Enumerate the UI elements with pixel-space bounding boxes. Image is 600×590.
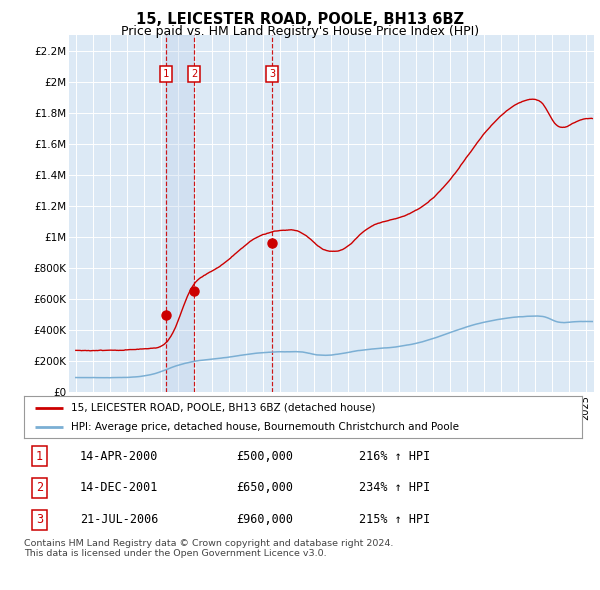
Text: 216% ↑ HPI: 216% ↑ HPI <box>359 450 430 463</box>
Text: £650,000: £650,000 <box>236 481 293 494</box>
Text: £500,000: £500,000 <box>236 450 293 463</box>
Text: 14-APR-2000: 14-APR-2000 <box>80 450 158 463</box>
Text: 3: 3 <box>36 513 43 526</box>
Text: 15, LEICESTER ROAD, POOLE, BH13 6BZ (detached house): 15, LEICESTER ROAD, POOLE, BH13 6BZ (det… <box>71 402 376 412</box>
Text: 14-DEC-2001: 14-DEC-2001 <box>80 481 158 494</box>
Text: 1: 1 <box>163 69 169 79</box>
Text: 21-JUL-2006: 21-JUL-2006 <box>80 513 158 526</box>
Text: 234% ↑ HPI: 234% ↑ HPI <box>359 481 430 494</box>
Bar <box>166 35 194 392</box>
Text: Price paid vs. HM Land Registry's House Price Index (HPI): Price paid vs. HM Land Registry's House … <box>121 25 479 38</box>
Text: 15, LEICESTER ROAD, POOLE, BH13 6BZ: 15, LEICESTER ROAD, POOLE, BH13 6BZ <box>136 12 464 27</box>
Text: 2: 2 <box>191 69 197 79</box>
Text: 215% ↑ HPI: 215% ↑ HPI <box>359 513 430 526</box>
Text: 3: 3 <box>269 69 275 79</box>
Text: HPI: Average price, detached house, Bournemouth Christchurch and Poole: HPI: Average price, detached house, Bour… <box>71 422 460 432</box>
Text: £960,000: £960,000 <box>236 513 293 526</box>
Text: Contains HM Land Registry data © Crown copyright and database right 2024.
This d: Contains HM Land Registry data © Crown c… <box>24 539 394 558</box>
Text: 1: 1 <box>36 450 43 463</box>
Text: 2: 2 <box>36 481 43 494</box>
